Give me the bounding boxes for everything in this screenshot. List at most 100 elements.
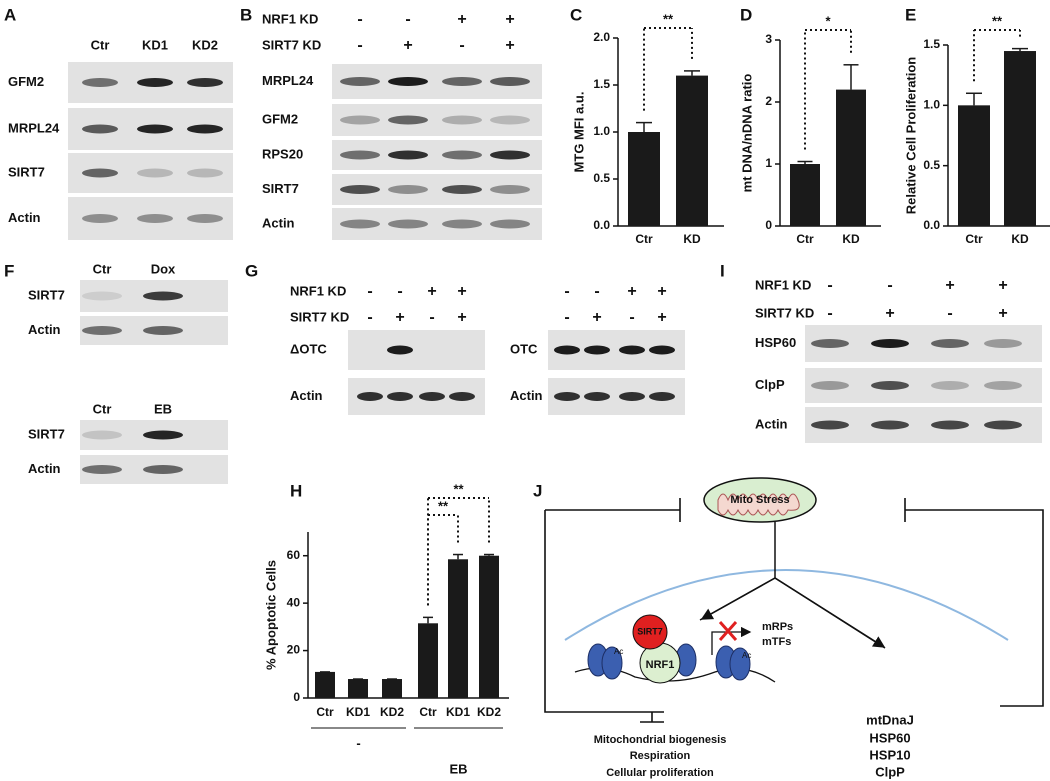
row-label: ClpP (755, 377, 785, 392)
condition-sign: - (405, 11, 410, 28)
panel-letter: E (905, 5, 916, 24)
condition-sign: - (429, 309, 434, 326)
band (82, 326, 122, 335)
y-tick-label: 1.0 (923, 98, 940, 112)
x-tick-label: KD (842, 232, 860, 246)
band (811, 339, 849, 348)
condition-sign: - (357, 37, 362, 54)
bar (958, 105, 990, 226)
y-axis-label: mt DNA/nDNA ratio (739, 74, 754, 193)
condition-sign: + (657, 283, 666, 300)
y-tick-label: 0.0 (923, 218, 940, 232)
band (340, 77, 380, 86)
x-tick-label: KD1 (346, 705, 370, 719)
sig-label: ** (663, 11, 674, 26)
band (82, 465, 122, 474)
band (811, 420, 849, 430)
nucleosomes (587, 643, 751, 681)
band (931, 381, 969, 390)
band (387, 345, 413, 355)
sig-label: ** (438, 498, 449, 513)
arrow (700, 577, 776, 620)
condition-sign: + (998, 277, 1007, 294)
band (82, 78, 118, 87)
target-label: mTFs (762, 636, 791, 648)
sig-label: * (825, 13, 831, 28)
row-label: Actin (290, 388, 323, 403)
arrow (774, 577, 886, 648)
bar (836, 89, 866, 226)
panel-letter: C (570, 5, 582, 24)
band (187, 168, 223, 178)
x-tick-label: KD (683, 232, 701, 246)
condition-sign: - (357, 11, 362, 28)
row-label: MRPL24 (262, 73, 314, 88)
condition-sign: + (403, 37, 412, 54)
row-label: RPS20 (262, 146, 303, 161)
bar (348, 679, 368, 698)
condition-sign: + (998, 305, 1007, 322)
condition-label: SIRT7 KD (290, 309, 349, 324)
bar (676, 75, 708, 226)
band (143, 430, 183, 440)
band (137, 78, 173, 87)
x-tick-label: Ctr (635, 232, 653, 246)
blot-strip (805, 368, 1042, 403)
band (388, 219, 428, 229)
y-tick-label: 0.5 (593, 171, 610, 185)
band (388, 150, 428, 160)
condition-sign: - (629, 309, 634, 326)
band (584, 345, 610, 355)
band (388, 77, 428, 86)
row-label: Actin (28, 461, 61, 476)
y-tick-label: 0.5 (923, 158, 940, 172)
condition-sign: + (427, 283, 436, 300)
band (340, 219, 380, 229)
band (984, 339, 1022, 348)
sirt7-label: SIRT7 (637, 626, 663, 636)
blot-strip (348, 330, 485, 370)
band (187, 214, 223, 223)
band (984, 420, 1022, 430)
y-tick-label: 1.0 (593, 124, 610, 138)
band (82, 291, 122, 301)
band (82, 168, 118, 178)
y-tick-label: 0.0 (593, 218, 610, 232)
y-axis-label: Relative Cell Proliferation (903, 57, 918, 215)
inhibition-bracket (904, 498, 1044, 707)
condition-sign: + (627, 283, 636, 300)
blot-strip (332, 104, 542, 136)
transcription-arrow (711, 626, 752, 655)
block-x (718, 621, 738, 641)
x-tick-label: KD (1011, 232, 1029, 246)
group-label: - (356, 735, 360, 750)
y-tick-label: 1.5 (593, 77, 610, 91)
band (137, 168, 173, 178)
outcome-label: Respiration (630, 750, 691, 762)
lane-label: KD2 (192, 37, 218, 52)
band (442, 219, 482, 229)
outcome-label: Mitochondrial biogenesis (594, 734, 727, 746)
lane-label: Dox (151, 261, 176, 276)
panel-letter: F (4, 261, 14, 280)
condition-sign: - (827, 305, 832, 322)
band (82, 124, 118, 134)
nrf1-label: NRF1 (646, 659, 675, 671)
bar (628, 132, 660, 226)
row-label: SIRT7 (28, 287, 65, 302)
condition-sign: - (367, 309, 372, 326)
band (388, 115, 428, 125)
condition-sign: - (827, 277, 832, 294)
condition-sign: - (564, 309, 569, 326)
band (442, 185, 482, 194)
condition-sign: - (367, 283, 372, 300)
condition-sign: + (657, 309, 666, 326)
panel-letter: H (290, 481, 302, 500)
band (340, 185, 380, 194)
band (340, 150, 380, 160)
x-tick-label: Ctr (419, 705, 437, 719)
band (584, 392, 610, 401)
band (340, 115, 380, 125)
band (649, 392, 675, 401)
band (554, 392, 580, 401)
